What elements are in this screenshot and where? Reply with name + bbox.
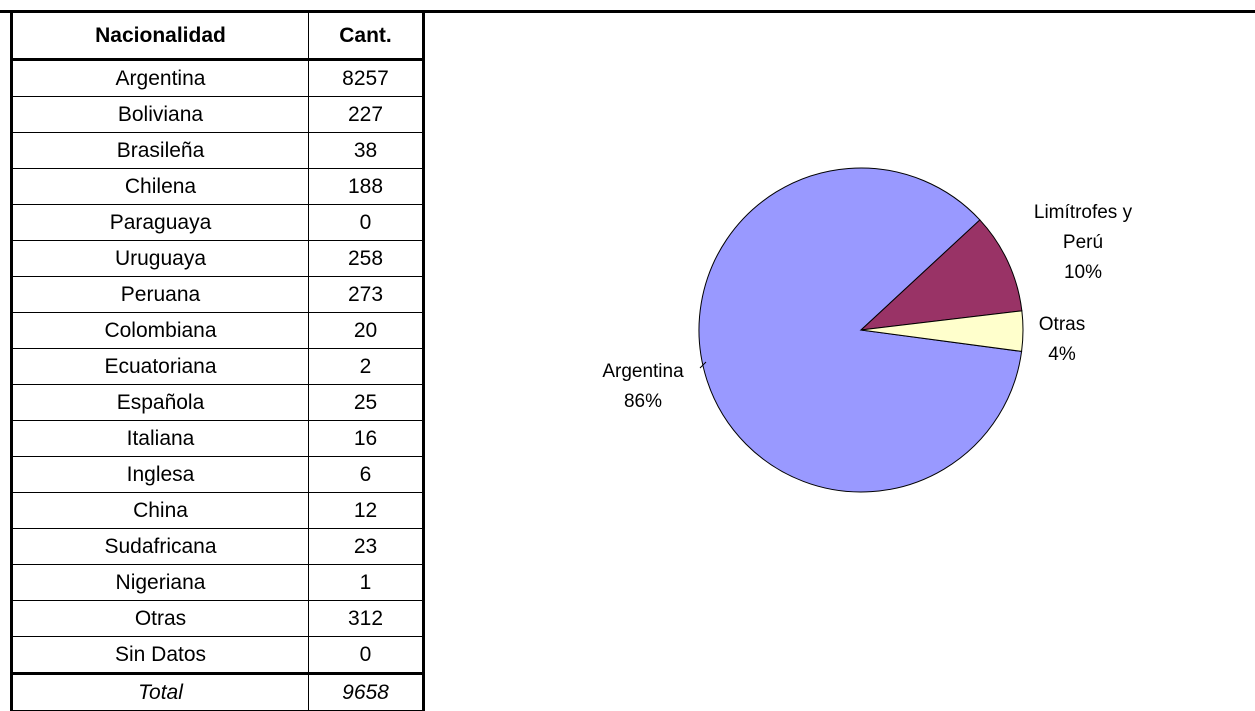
table-cell: 312 bbox=[308, 600, 425, 637]
leader-line bbox=[699, 361, 707, 369]
table-row: Italiana 16 bbox=[10, 420, 425, 457]
table-row: Uruguaya 258 bbox=[10, 240, 425, 277]
table-row: Chilena 188 bbox=[10, 168, 425, 205]
table-cell: 16 bbox=[308, 420, 425, 457]
category-label: Otras bbox=[1038, 314, 1086, 335]
table-cell: Española bbox=[10, 384, 309, 421]
table-cell: Chilena bbox=[10, 168, 309, 205]
table-cell: Italiana bbox=[10, 420, 309, 457]
value-label: 10% bbox=[1063, 262, 1103, 283]
table-cell: Cant. bbox=[308, 12, 425, 61]
pie-slice bbox=[860, 310, 1024, 352]
table-cell: 188 bbox=[308, 168, 425, 205]
data-table: Nacionalidad Cant. Argentina 8257 Boliviana 2… bbox=[10, 12, 425, 711]
table-cell: Brasileña bbox=[10, 132, 309, 169]
table-cell: Argentina bbox=[10, 59, 309, 97]
table-cell: 38 bbox=[308, 132, 425, 169]
table-cell: 12 bbox=[308, 492, 425, 529]
table-cell: 258 bbox=[308, 240, 425, 277]
category-label: Argentina bbox=[602, 361, 684, 382]
table-row: Española 25 bbox=[10, 384, 425, 421]
table-cell: 273 bbox=[308, 276, 425, 313]
table-cell: 227 bbox=[308, 96, 425, 133]
table-cell: 20 bbox=[308, 312, 425, 349]
table-cell: Sudafricana bbox=[10, 528, 309, 565]
table-cell: 8257 bbox=[308, 59, 425, 97]
table-cell: Nigeriana bbox=[10, 564, 309, 601]
slice-label: Argentina 86% bbox=[583, 357, 703, 417]
table-cell: 0 bbox=[308, 636, 425, 674]
slice-label: Limítrofes y Perú 10% bbox=[1013, 198, 1153, 288]
table-cell: 0 bbox=[308, 204, 425, 241]
category-label: Limítrofes y Perú bbox=[1033, 202, 1133, 253]
table-cell: Boliviana bbox=[10, 96, 309, 133]
top-border bbox=[0, 10, 1255, 13]
value-label: 86% bbox=[623, 391, 663, 412]
table-row: Sudafricana 23 bbox=[10, 528, 425, 565]
table-cell: 2 bbox=[308, 348, 425, 385]
table-row: Nacionalidad Cant. bbox=[10, 12, 425, 61]
table-row: Boliviana 227 bbox=[10, 96, 425, 133]
pie-slice bbox=[859, 219, 1023, 331]
table-row: Ecuatoriana 2 bbox=[10, 348, 425, 385]
value-label: 4% bbox=[1048, 344, 1076, 365]
table-cell: 25 bbox=[308, 384, 425, 421]
table-cell: Uruguaya bbox=[10, 240, 309, 277]
slice-label: Otras 4% bbox=[1022, 310, 1102, 370]
table-row: Brasileña 38 bbox=[10, 132, 425, 169]
table-cell: Ecuatoriana bbox=[10, 348, 309, 385]
table-row: Nigeriana 1 bbox=[10, 564, 425, 601]
table-cell: 23 bbox=[308, 528, 425, 565]
table-cell: Colombiana bbox=[10, 312, 309, 349]
table-row: Peruana 273 bbox=[10, 276, 425, 313]
table-row: Sin Datos 0 bbox=[10, 636, 425, 674]
table-row: Argentina 8257 bbox=[10, 59, 425, 97]
table-row: Colombiana 20 bbox=[10, 312, 425, 349]
table-row: Otras 312 bbox=[10, 600, 425, 637]
table-cell: Sin Datos bbox=[10, 636, 309, 674]
table-cell: Nacionalidad bbox=[10, 12, 309, 61]
